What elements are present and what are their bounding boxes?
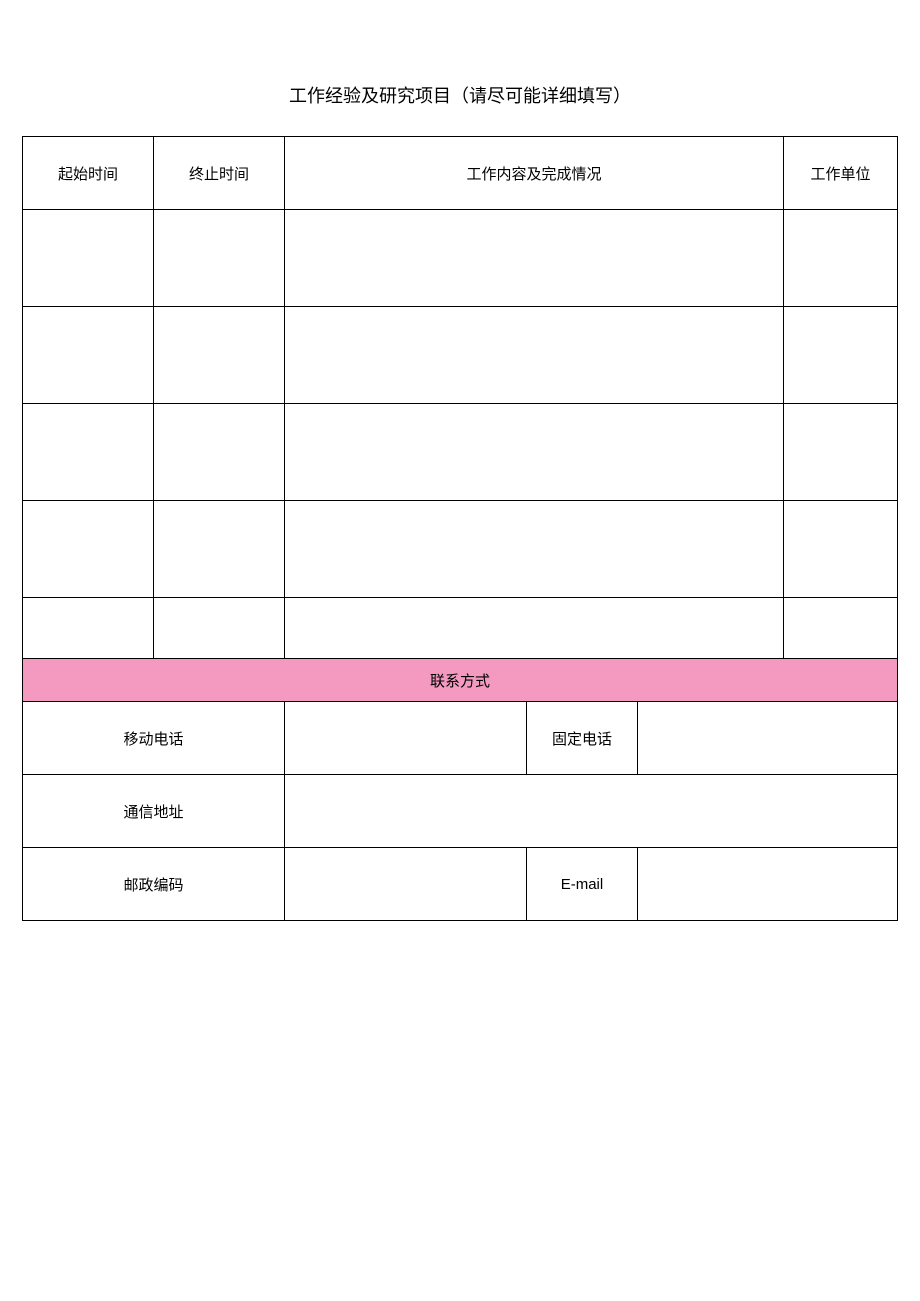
cell-start[interactable] [22, 598, 153, 659]
cell-end[interactable] [153, 598, 284, 659]
cell-start[interactable] [22, 210, 153, 307]
cell-employer[interactable] [784, 598, 898, 659]
cell-content[interactable] [284, 404, 783, 501]
header-employer: 工作单位 [784, 137, 898, 210]
cell-content[interactable] [284, 598, 783, 659]
work-header-row: 起始时间 终止时间 工作内容及完成情况 工作单位 [22, 137, 897, 210]
mobile-label: 移动电话 [22, 702, 284, 775]
contact-section-title: 联系方式 [22, 659, 897, 702]
postal-value[interactable] [284, 848, 526, 921]
postal-label: 邮政编码 [22, 848, 284, 921]
cell-start[interactable] [22, 501, 153, 598]
landline-label: 固定电话 [526, 702, 637, 775]
page-title: 工作经验及研究项目（请尽可能详细填写） [0, 0, 920, 136]
email-value[interactable] [637, 848, 897, 921]
cell-end[interactable] [153, 307, 284, 404]
header-start-time: 起始时间 [22, 137, 153, 210]
address-label: 通信地址 [22, 775, 284, 848]
cell-employer[interactable] [784, 501, 898, 598]
email-label: E-mail [526, 848, 637, 921]
cell-content[interactable] [284, 501, 783, 598]
cell-end[interactable] [153, 501, 284, 598]
address-value[interactable] [284, 775, 897, 848]
form-table: 起始时间 终止时间 工作内容及完成情况 工作单位 联系方式 移动电话 [22, 136, 898, 921]
table-row [22, 210, 897, 307]
cell-employer[interactable] [784, 404, 898, 501]
cell-start[interactable] [22, 307, 153, 404]
header-end-time: 终止时间 [153, 137, 284, 210]
contact-phone-row: 移动电话 固定电话 [22, 702, 897, 775]
cell-start[interactable] [22, 404, 153, 501]
contact-postal-email-row: 邮政编码 E-mail [22, 848, 897, 921]
landline-value[interactable] [637, 702, 897, 775]
contact-address-row: 通信地址 [22, 775, 897, 848]
contact-section-header-row: 联系方式 [22, 659, 897, 702]
cell-employer[interactable] [784, 210, 898, 307]
header-work-content: 工作内容及完成情况 [284, 137, 783, 210]
table-row [22, 598, 897, 659]
cell-end[interactable] [153, 210, 284, 307]
cell-employer[interactable] [784, 307, 898, 404]
cell-content[interactable] [284, 210, 783, 307]
table-row [22, 404, 897, 501]
mobile-value[interactable] [284, 702, 526, 775]
cell-end[interactable] [153, 404, 284, 501]
cell-content[interactable] [284, 307, 783, 404]
table-row [22, 501, 897, 598]
table-row [22, 307, 897, 404]
